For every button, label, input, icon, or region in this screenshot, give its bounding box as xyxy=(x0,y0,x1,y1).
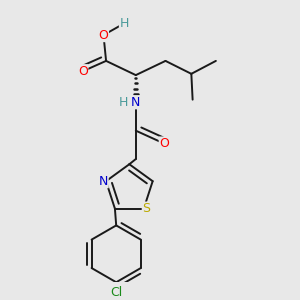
Text: Cl: Cl xyxy=(110,286,122,299)
Text: N: N xyxy=(99,175,108,188)
Text: O: O xyxy=(159,137,169,150)
Text: N: N xyxy=(131,96,140,109)
Text: H: H xyxy=(119,96,128,109)
Text: O: O xyxy=(99,28,108,42)
Text: O: O xyxy=(78,65,88,78)
Text: S: S xyxy=(142,202,150,215)
Text: H: H xyxy=(119,17,129,30)
